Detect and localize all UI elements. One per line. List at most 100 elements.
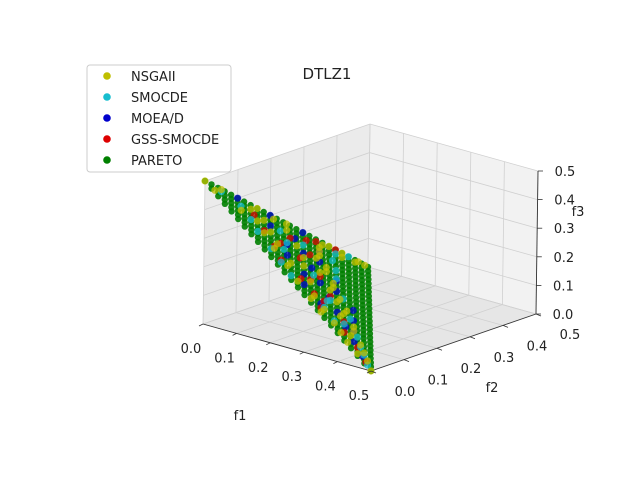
point-smocde — [331, 250, 340, 258]
scatter-points — [201, 177, 375, 375]
y-tick-mark — [436, 347, 443, 351]
point-smocde — [332, 267, 340, 275]
point-smocde — [310, 271, 318, 279]
point-moea-d — [316, 279, 324, 287]
chart-title: DTLZ1 — [303, 65, 352, 83]
point-nsgaii — [283, 226, 291, 234]
z-tick-label: 0.1 — [553, 279, 574, 294]
z-tick-label: 0.3 — [554, 222, 575, 237]
x-axis-line — [202, 323, 372, 372]
point-nsgaii — [247, 205, 255, 213]
x-tick-label: 0.5 — [349, 389, 370, 404]
point-smocde — [323, 297, 331, 305]
x-tick-label: 0.3 — [281, 370, 302, 385]
point-nsgaii — [211, 186, 219, 194]
point-nsgaii — [237, 206, 245, 214]
x-tick-mark — [333, 361, 338, 364]
legend-label-smocde: SMOCDE — [131, 91, 188, 106]
y-tick-mark — [502, 325, 509, 328]
z-axis-line — [535, 170, 539, 315]
y-tick-label: 0.3 — [494, 351, 515, 366]
point-nsgaii — [307, 278, 315, 286]
point-nsgaii — [267, 228, 275, 236]
point-nsgaii — [273, 240, 281, 248]
point-moea-d — [283, 251, 291, 259]
x-tick-label: 0.1 — [214, 351, 235, 366]
legend: NSGAII SMOCDE MOEA/D GSS-SMOCDE PARETO — [86, 64, 232, 173]
point-pareto — [241, 223, 248, 230]
point-nsgaii — [318, 241, 326, 249]
point-moea-d — [300, 281, 308, 289]
point-nsgaii — [316, 268, 324, 276]
x-tick-mark — [366, 370, 372, 374]
point-smocde — [283, 239, 291, 247]
y-tick-label: 0.1 — [428, 374, 449, 389]
x-tick-mark — [266, 342, 271, 346]
z-tick-label: 0.4 — [554, 194, 575, 209]
point-moea-d — [308, 264, 316, 272]
x-tick-mark — [232, 333, 237, 336]
axis-lines — [202, 170, 539, 372]
point-smocde — [328, 257, 337, 265]
point-pareto — [235, 215, 242, 223]
legend-marker-pareto — [103, 156, 111, 164]
point-pareto — [228, 208, 235, 215]
x-tick-label: 0.2 — [248, 361, 269, 376]
point-nsgaii — [325, 242, 333, 250]
point-moea-d — [234, 194, 242, 202]
point-nsgaii — [350, 323, 358, 331]
point-nsgaii — [330, 319, 338, 327]
point-pareto — [281, 269, 288, 276]
point-nsgaii — [360, 349, 368, 357]
point-nsgaii — [337, 329, 345, 337]
x-tick-mark — [198, 323, 204, 327]
point-nsgaii — [329, 279, 337, 287]
legend-label-pareto: PARETO — [131, 154, 182, 169]
point-nsgaii — [260, 229, 268, 237]
point-smocde — [344, 253, 352, 261]
point-pareto — [268, 253, 275, 261]
point-nsgaii — [344, 338, 352, 346]
point-nsgaii — [354, 350, 362, 358]
x-tick-mark — [299, 351, 304, 355]
legend-label-gss-smocde: GSS-SMOCDE — [131, 133, 219, 148]
z-tick-label: 0.0 — [553, 308, 574, 323]
point-pareto — [254, 238, 262, 245]
point-nsgaii — [201, 177, 209, 185]
grid-line-y — [268, 158, 438, 349]
point-smocde — [340, 320, 348, 328]
grid-line-z — [204, 123, 539, 182]
point-nsgaii — [317, 308, 325, 316]
legend-marker-moea-d — [103, 114, 111, 122]
point-pareto — [294, 284, 302, 291]
point-pareto — [261, 246, 268, 253]
point-nsgaii — [307, 294, 315, 302]
x-tick-label: 0.4 — [315, 380, 336, 395]
point-gss-smocde — [306, 251, 314, 259]
point-nsgaii — [363, 357, 372, 365]
point-moea-d — [266, 222, 275, 230]
point-smocde — [254, 227, 262, 235]
point-gss-smocde — [312, 238, 320, 246]
legend-marker-nsgaii — [103, 72, 111, 80]
tick-labels: 0.0 0.0 0.0 0.1 0.1 0.1 0.2 0.2 0.2 0.3 0.3 0.3 0.4 0… — [181, 165, 581, 404]
y-axis-line — [370, 313, 537, 372]
point-nsgaii — [294, 277, 302, 285]
point-nsgaii — [322, 263, 330, 272]
legend-frame — [86, 64, 232, 173]
point-pareto — [347, 345, 355, 352]
point-pareto — [221, 200, 229, 207]
y-tick-label: 0.4 — [527, 339, 548, 354]
y-tick-mark — [469, 336, 476, 340]
point-nsgaii — [253, 217, 262, 225]
point-smocde — [299, 241, 307, 249]
point-nsgaii — [299, 254, 308, 262]
pane-back — [368, 124, 538, 314]
z-tick-label: 0.5 — [555, 165, 576, 180]
z-axis-label: f3 — [572, 205, 585, 220]
y-tick-label: 0.0 — [395, 385, 416, 400]
point-nsgaii — [343, 307, 351, 315]
point-nsgaii — [287, 259, 295, 267]
point-nsgaii — [260, 216, 268, 224]
point-nsgaii — [282, 220, 291, 228]
